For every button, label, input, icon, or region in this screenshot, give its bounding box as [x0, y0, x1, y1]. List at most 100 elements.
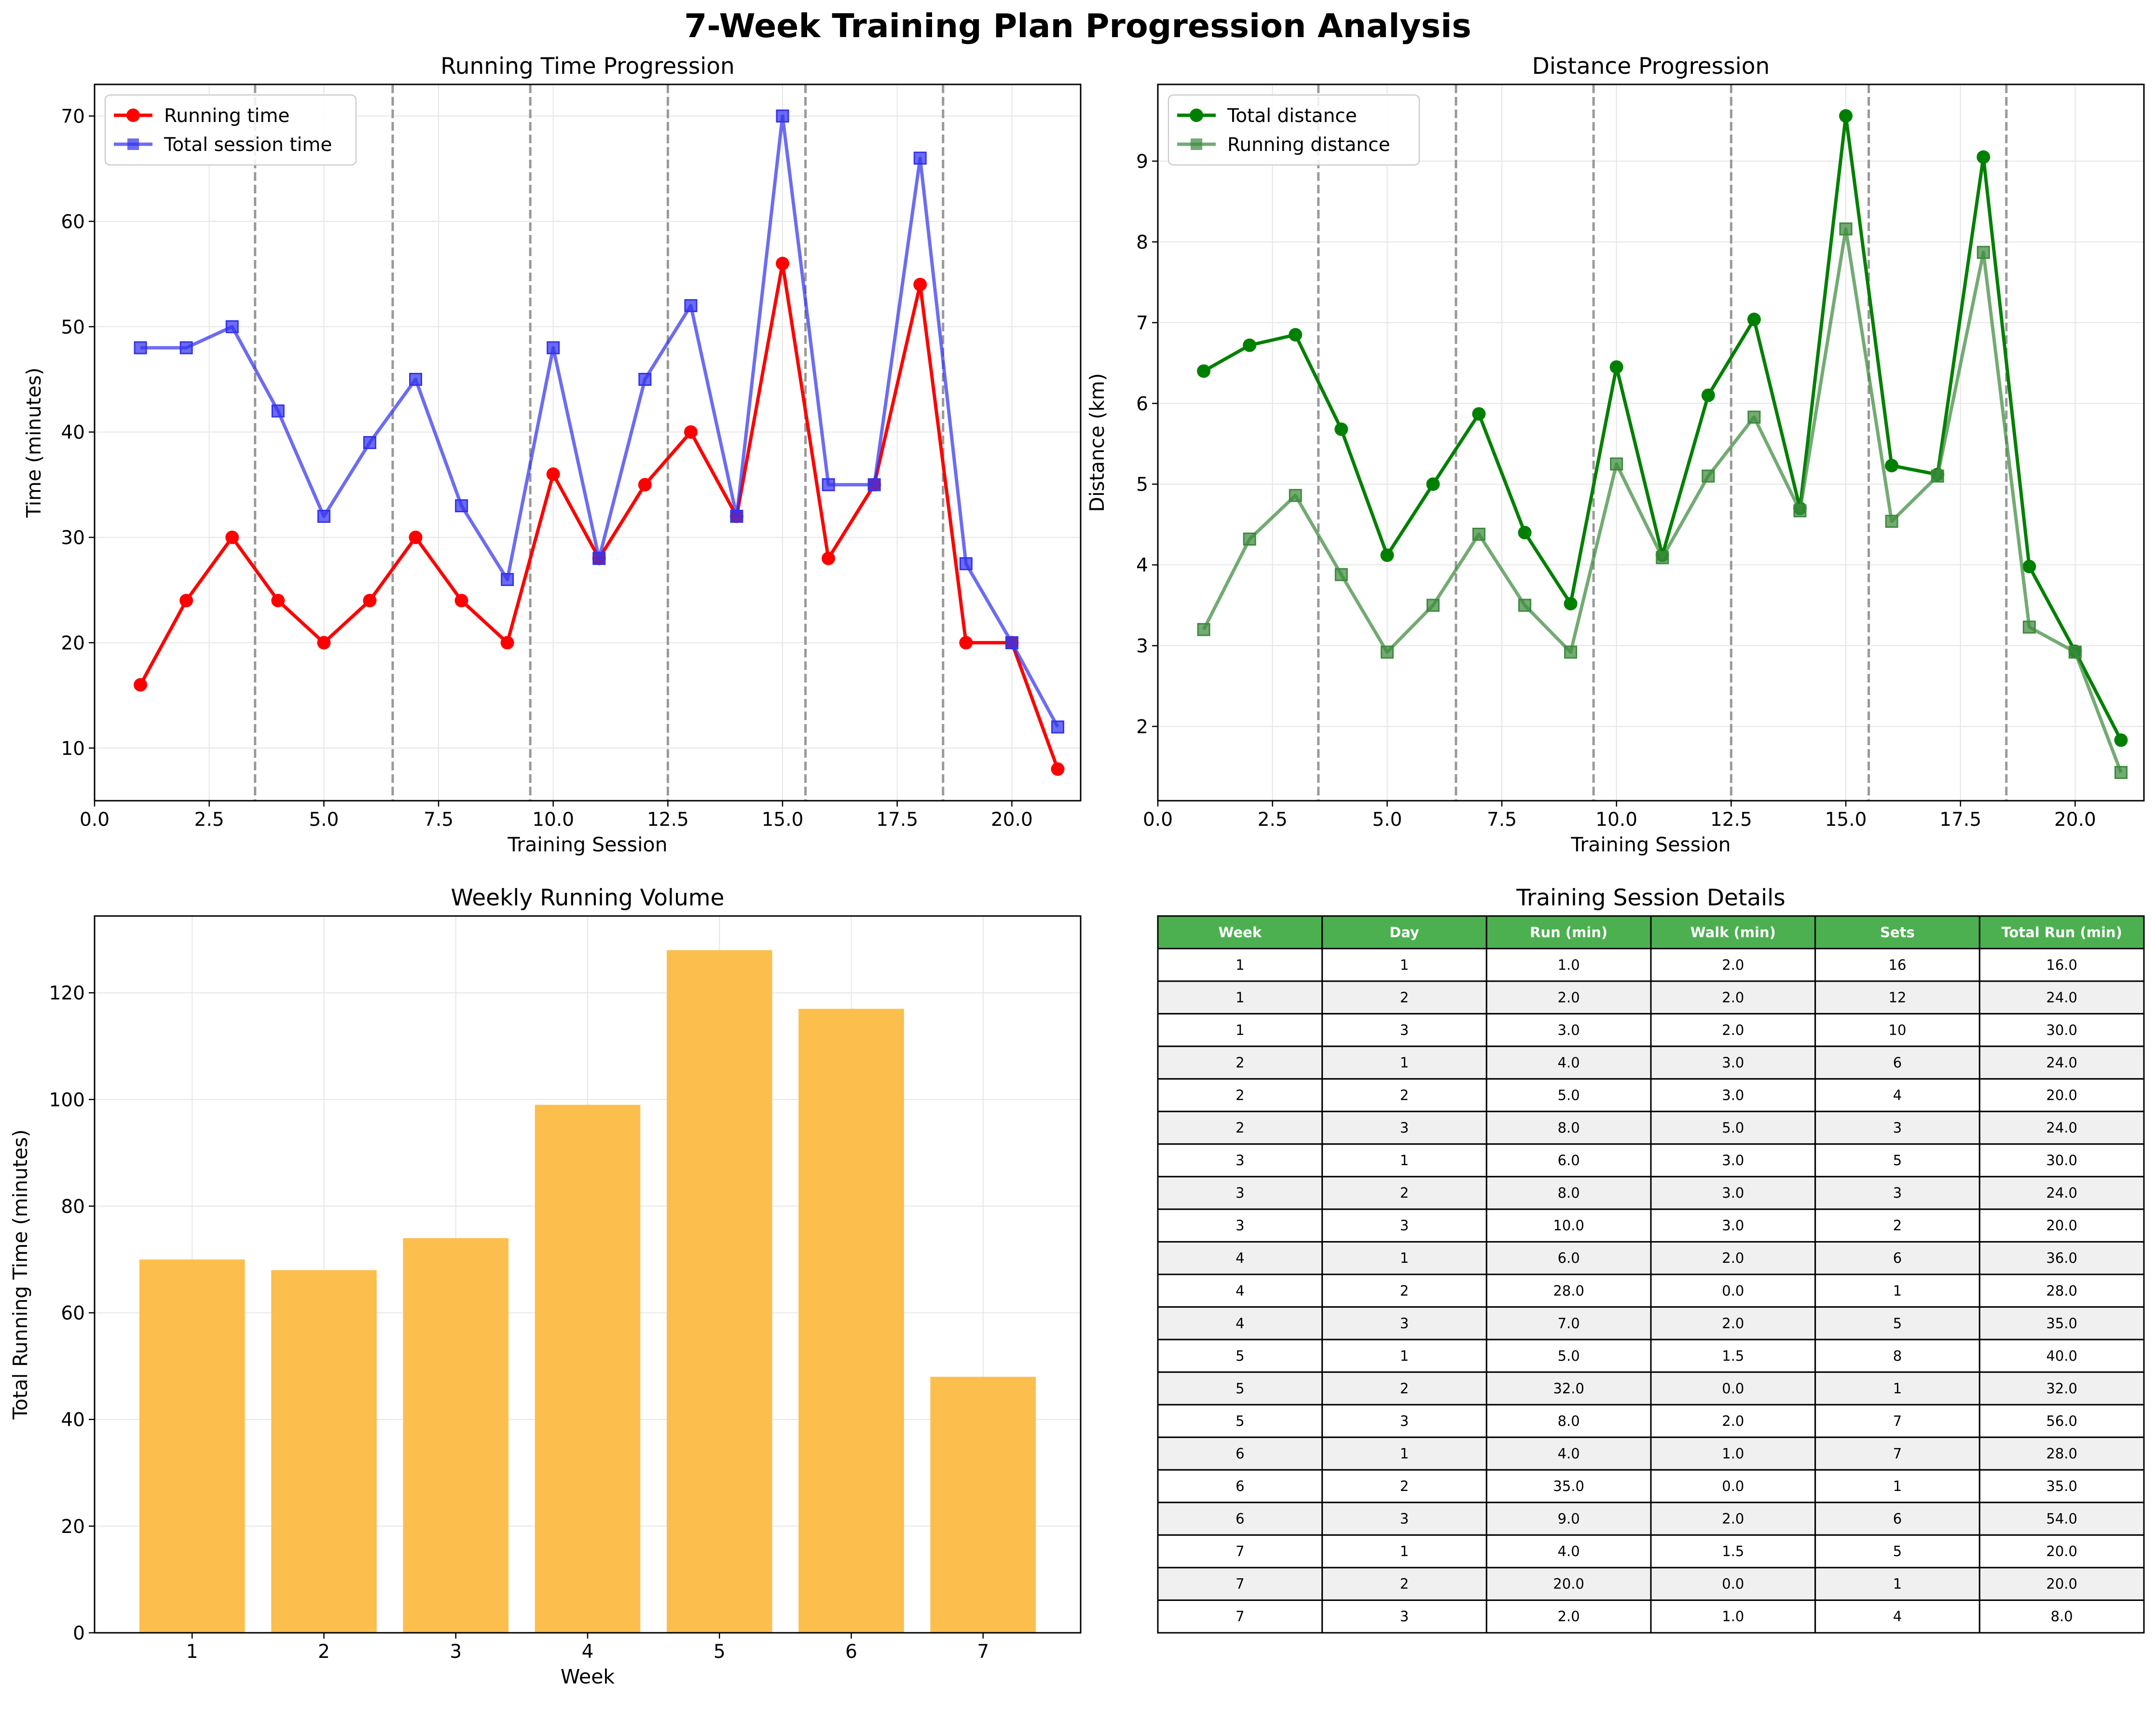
table-cell-value: 30.0	[2046, 1022, 2077, 1038]
table-cell	[1650, 1208, 1816, 1243]
bar	[271, 1270, 377, 1633]
table-cell-value: 1.0	[1722, 1608, 1744, 1625]
x-tick-label: 4	[582, 1641, 594, 1663]
data-point	[500, 636, 514, 650]
data-point	[1426, 599, 1440, 612]
legend-marker	[126, 109, 140, 122]
table-cell-value: 1	[1400, 1054, 1409, 1071]
table-cell-value: 1	[1236, 989, 1244, 1006]
data-point	[134, 341, 147, 355]
x-tick-label: 10.0	[532, 809, 574, 831]
chart-title: Running Time Progression	[440, 53, 735, 80]
table-cell	[1157, 948, 1323, 982]
table-cell	[1321, 1371, 1487, 1406]
table-cell	[1978, 1306, 2145, 1340]
table-cell-value: 8.0	[1558, 1120, 1580, 1136]
table-cell	[1157, 1013, 1323, 1047]
y-tick-label: 0	[73, 1623, 85, 1644]
y-axis-label: Total Running Time (minutes)	[9, 1129, 32, 1420]
y-tick-label: 50	[61, 316, 85, 338]
table-cell-value: 2	[1400, 1576, 1409, 1592]
table-cell	[1485, 1599, 1652, 1634]
table-cell-value: 16.0	[2046, 957, 2077, 973]
y-tick-label: 20	[61, 632, 85, 654]
table-cell-value: 5	[1236, 1348, 1244, 1364]
y-tick-label: 40	[61, 1409, 85, 1431]
data-point	[1793, 504, 1807, 518]
table-cell-value: 1.0	[1558, 957, 1580, 973]
data-point	[1472, 407, 1486, 421]
x-tick-label: 15.0	[762, 809, 804, 831]
table-cell-value: 28.0	[2046, 1283, 2077, 1299]
table-cell-value: 32.0	[1553, 1380, 1584, 1396]
table-cell-value: 0.0	[1722, 1576, 1744, 1592]
table-cell-value: 3	[1893, 1120, 1902, 1136]
table-cell	[1157, 1371, 1323, 1406]
table-cell-value: 7.0	[1558, 1315, 1580, 1331]
y-tick-label: 8	[1136, 232, 1148, 253]
table-cell	[1485, 1404, 1652, 1438]
table-cell	[1321, 1013, 1487, 1047]
x-tick-label: 2.5	[194, 809, 224, 831]
table-cell-value: 2.0	[1722, 1511, 1744, 1527]
table-cell-value: 3.0	[1722, 1217, 1744, 1234]
x-tick-label: 1	[186, 1641, 198, 1663]
y-tick-label: 6	[1136, 393, 1148, 415]
data-point	[913, 277, 927, 291]
table-cell-value: 20.0	[2046, 1576, 2077, 1592]
table-cell	[1157, 1404, 1323, 1438]
table-cell-value: 35.0	[2046, 1478, 2077, 1494]
data-point	[1885, 459, 1899, 473]
figure-title: 7-Week Training Plan Progression Analysi…	[684, 7, 1471, 45]
data-point	[179, 341, 193, 355]
table-cell	[1814, 948, 1980, 982]
table-cell-value: 1	[1236, 957, 1244, 973]
table-cell-value: 2	[1236, 1087, 1244, 1104]
weekly-volume-chart: 0 20 40 60 80 100 120 1 2 3 4 5 6 7 Weekly Running Vol…	[9, 885, 1082, 1688]
table-cell	[1978, 948, 2145, 982]
table-cell	[1650, 1110, 1816, 1145]
y-tick-label: 60	[61, 211, 85, 233]
data-point	[1334, 422, 1348, 436]
table-header-label: Total Run (min)	[2001, 924, 2122, 941]
plot-frame	[94, 915, 1082, 1634]
table-cell	[1321, 1599, 1487, 1634]
chart-title: Weekly Running Volume	[451, 885, 725, 911]
table-cell-value: 20.0	[2046, 1543, 2077, 1559]
data-point	[1610, 457, 1623, 471]
table-cell-value: 0.0	[1722, 1283, 1744, 1299]
x-axis-label: Training Session	[507, 833, 667, 856]
table-cell-value: 2.0	[1722, 1022, 1744, 1038]
data-point	[317, 509, 330, 523]
table-cell-value: 1.5	[1722, 1348, 1744, 1364]
data-point	[1564, 597, 1578, 611]
table-cell	[1650, 1176, 1816, 1210]
table-cell-value: 9.0	[1558, 1511, 1580, 1527]
bar	[535, 1105, 641, 1633]
table-header-label: Day	[1389, 924, 1419, 941]
table-cell	[1157, 1469, 1323, 1504]
data-point	[1885, 515, 1898, 528]
x-tick-label: 6	[845, 1641, 857, 1663]
data-point	[959, 636, 973, 650]
table-cell	[1650, 1436, 1816, 1471]
data-point	[547, 341, 560, 355]
data-point	[684, 299, 698, 313]
table-cell-value: 6.0	[1558, 1152, 1580, 1169]
table-cell-value: 3	[1236, 1152, 1244, 1169]
x-tick-label: 2	[318, 1641, 330, 1663]
table-cell	[1485, 1436, 1652, 1471]
table-cell	[1978, 1339, 2145, 1373]
table-cell-value: 5	[1236, 1380, 1244, 1396]
table-cell	[1485, 1143, 1652, 1177]
data-point	[501, 573, 514, 586]
table-cell-value: 2	[1400, 1185, 1409, 1201]
y-tick-label: 3	[1136, 636, 1148, 657]
table-cell-value: 2	[1236, 1054, 1244, 1071]
table-cell	[1978, 1371, 2145, 1406]
data-point	[1839, 109, 1853, 123]
table-cell-value: 1	[1236, 1022, 1244, 1038]
data-point	[1701, 388, 1715, 402]
table-cell-value: 2	[1400, 1380, 1409, 1396]
